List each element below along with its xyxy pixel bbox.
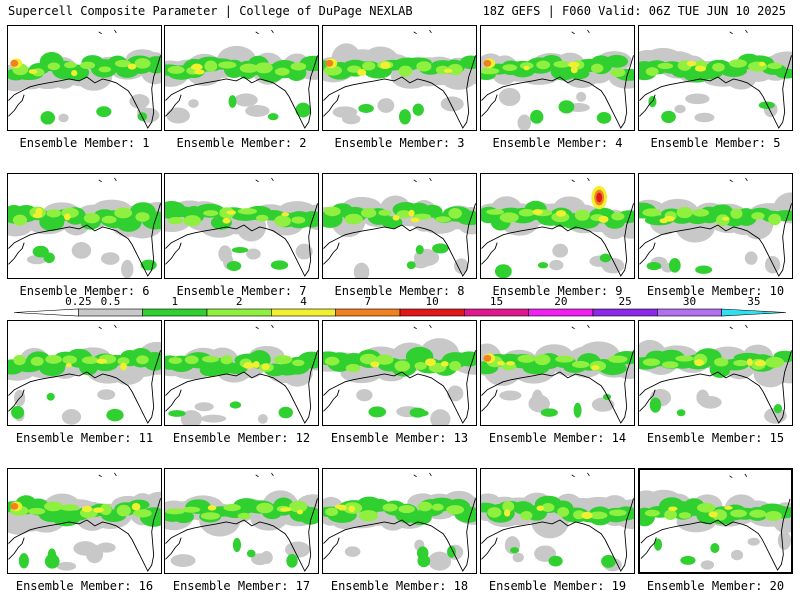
scp-map bbox=[639, 29, 792, 129]
colorbar-segment bbox=[13, 308, 79, 317]
ensemble-member-panel-11[interactable] bbox=[7, 320, 162, 426]
colorbar-segment bbox=[592, 308, 658, 317]
ensemble-member-panel-14[interactable] bbox=[480, 320, 635, 426]
ensemble-member-label: Ensemble Member: 15 bbox=[646, 431, 785, 445]
ensemble-member-panel-9[interactable] bbox=[480, 173, 635, 279]
ensemble-member-panel-1[interactable] bbox=[7, 25, 162, 131]
ensemble-member-label: Ensemble Member: 19 bbox=[488, 579, 627, 593]
scp-map bbox=[639, 324, 792, 424]
colorbar-tick-label: 0.5 bbox=[101, 295, 121, 308]
run-valid-time: 18Z GEFS | F060 Valid: 06Z TUE JUN 10 20… bbox=[482, 4, 786, 18]
scp-map bbox=[481, 472, 634, 572]
colorbar-segment bbox=[206, 308, 272, 317]
colorbar-segment bbox=[335, 308, 401, 317]
ensemble-member-label: Ensemble Member: 12 bbox=[172, 431, 311, 445]
scp-map bbox=[323, 177, 476, 278]
colorbar-tick-label: 35 bbox=[747, 295, 760, 308]
ensemble-member-panel-8[interactable] bbox=[322, 173, 477, 279]
colorbar-segment bbox=[271, 308, 336, 317]
ensemble-member-label: Ensemble Member: 7 bbox=[176, 284, 307, 298]
scp-map bbox=[8, 324, 161, 425]
ensemble-member-panel-16[interactable] bbox=[7, 468, 162, 574]
ensemble-member-label: Ensemble Member: 2 bbox=[176, 136, 307, 150]
colorbar-tick-label: 7 bbox=[365, 295, 372, 308]
colorbar-tick-label: 15 bbox=[490, 295, 503, 308]
scp-map bbox=[165, 29, 318, 129]
ensemble-member-label: Ensemble Member: 5 bbox=[650, 136, 781, 150]
scp-map bbox=[8, 29, 161, 129]
ensemble-member-label: Ensemble Member: 8 bbox=[334, 284, 465, 298]
colorbar-tick-label: 0.25 bbox=[65, 295, 92, 308]
colorbar-tick-label: 2 bbox=[236, 295, 243, 308]
ensemble-member-panel-20[interactable] bbox=[638, 468, 793, 574]
colorbar-segment bbox=[528, 308, 594, 317]
scp-map bbox=[165, 324, 318, 425]
scp-map bbox=[8, 472, 161, 572]
scp-map bbox=[481, 324, 634, 424]
ensemble-member-panel-4[interactable] bbox=[480, 25, 635, 131]
ensemble-member-label: Ensemble Member: 17 bbox=[172, 579, 311, 593]
ensemble-member-panel-3[interactable] bbox=[322, 25, 477, 131]
scp-map bbox=[481, 29, 634, 130]
ensemble-member-panel-17[interactable] bbox=[164, 468, 319, 574]
scp-map bbox=[323, 29, 476, 129]
ensemble-member-label: Ensemble Member: 4 bbox=[492, 136, 623, 150]
ensemble-member-label: Ensemble Member: 13 bbox=[330, 431, 469, 445]
ensemble-member-label: Ensemble Member: 6 bbox=[19, 284, 150, 298]
ensemble-member-label: Ensemble Member: 18 bbox=[330, 579, 469, 593]
colorbar-tick-label: 10 bbox=[426, 295, 439, 308]
colorbar: 0.25 0.5 1 2 4 7 10 15 20 25 30 35 bbox=[13, 295, 787, 317]
ensemble-member-panel-12[interactable] bbox=[164, 320, 319, 426]
ensemble-member-label: Ensemble Member: 10 bbox=[646, 284, 785, 298]
scp-map bbox=[323, 472, 476, 572]
ensemble-member-label: Ensemble Member: 20 bbox=[646, 579, 785, 593]
scp-map bbox=[165, 472, 318, 572]
colorbar-segment bbox=[78, 308, 143, 317]
colorbar-segment bbox=[721, 308, 787, 317]
colorbar-segment bbox=[657, 308, 722, 317]
scp-map bbox=[639, 177, 792, 277]
ensemble-member-label: Ensemble Member: 16 bbox=[15, 579, 154, 593]
scp-map bbox=[8, 177, 161, 278]
colorbar-tick-label: 20 bbox=[554, 295, 567, 308]
ensemble-member-panel-5[interactable] bbox=[638, 25, 793, 131]
product-title: Supercell Composite Parameter | College … bbox=[8, 4, 413, 18]
ensemble-member-label: Ensemble Member: 3 bbox=[334, 136, 465, 150]
colorbar-segment bbox=[142, 308, 208, 317]
ensemble-member-label: Ensemble Member: 1 bbox=[19, 136, 150, 150]
scp-map bbox=[323, 324, 476, 425]
scp-map bbox=[481, 177, 634, 278]
ensemble-member-panel-15[interactable] bbox=[638, 320, 793, 426]
ensemble-member-label: Ensemble Member: 11 bbox=[15, 431, 154, 445]
ensemble-member-panel-7[interactable] bbox=[164, 173, 319, 279]
colorbar-tick-label: 30 bbox=[683, 295, 696, 308]
colorbar-tick-label: 25 bbox=[619, 295, 632, 308]
ensemble-member-label: Ensemble Member: 9 bbox=[492, 284, 623, 298]
ensemble-member-panel-18[interactable] bbox=[322, 468, 477, 574]
colorbar-segment bbox=[464, 308, 529, 317]
scp-map bbox=[165, 177, 318, 277]
colorbar-segment bbox=[399, 308, 465, 317]
ensemble-member-panel-19[interactable] bbox=[480, 468, 635, 574]
ensemble-member-label: Ensemble Member: 14 bbox=[488, 431, 627, 445]
ensemble-member-panel-10[interactable] bbox=[638, 173, 793, 279]
ensemble-member-panel-13[interactable] bbox=[322, 320, 477, 426]
colorbar-tick-label: 1 bbox=[172, 295, 179, 308]
scp-map bbox=[640, 473, 791, 571]
ensemble-member-panel-2[interactable] bbox=[164, 25, 319, 131]
colorbar-tick-label: 4 bbox=[300, 295, 307, 308]
ensemble-member-panel-6[interactable] bbox=[7, 173, 162, 279]
